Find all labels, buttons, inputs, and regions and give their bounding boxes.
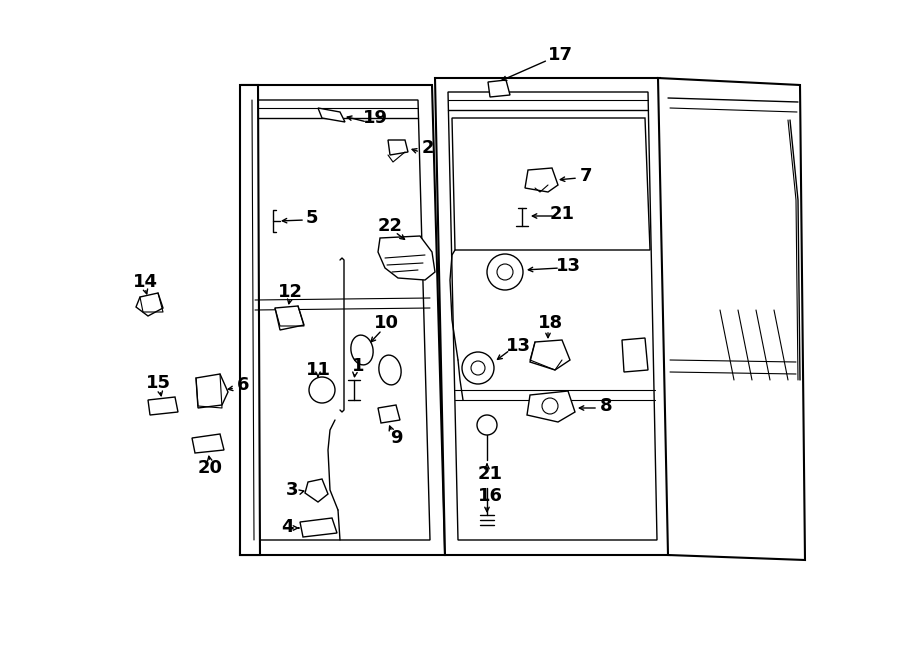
Text: 6: 6	[237, 376, 249, 394]
Text: 22: 22	[377, 217, 402, 235]
Text: 3: 3	[286, 481, 298, 499]
Polygon shape	[196, 374, 228, 408]
Text: 16: 16	[478, 487, 502, 505]
Polygon shape	[527, 391, 575, 422]
Text: 21: 21	[478, 465, 502, 483]
Text: 1: 1	[352, 357, 365, 375]
Polygon shape	[388, 140, 408, 155]
Polygon shape	[530, 340, 570, 370]
Polygon shape	[318, 108, 345, 122]
Circle shape	[542, 398, 558, 414]
Text: 5: 5	[306, 209, 319, 227]
Circle shape	[471, 361, 485, 375]
Text: 20: 20	[197, 459, 222, 477]
Text: 14: 14	[132, 273, 157, 291]
Ellipse shape	[379, 355, 401, 385]
Circle shape	[462, 352, 494, 384]
Polygon shape	[488, 80, 510, 97]
Text: 10: 10	[374, 314, 399, 332]
Text: 18: 18	[537, 314, 562, 332]
Text: 11: 11	[305, 361, 330, 379]
Polygon shape	[300, 518, 337, 537]
Text: 7: 7	[580, 167, 592, 185]
Polygon shape	[435, 78, 670, 555]
Text: 4: 4	[281, 518, 293, 536]
Polygon shape	[378, 405, 400, 423]
Text: 15: 15	[146, 374, 170, 392]
Circle shape	[497, 264, 513, 280]
Text: 17: 17	[547, 46, 572, 64]
Polygon shape	[305, 479, 328, 502]
Polygon shape	[136, 293, 163, 316]
Circle shape	[477, 415, 497, 435]
Text: 9: 9	[390, 429, 402, 447]
Polygon shape	[240, 85, 445, 555]
Polygon shape	[275, 306, 304, 330]
Text: 8: 8	[599, 397, 612, 415]
Text: 12: 12	[277, 283, 302, 301]
Polygon shape	[240, 85, 260, 555]
Polygon shape	[192, 434, 224, 453]
Text: 13: 13	[555, 257, 580, 275]
Text: 13: 13	[506, 337, 530, 355]
Circle shape	[487, 254, 523, 290]
Circle shape	[309, 377, 335, 403]
Polygon shape	[525, 168, 558, 192]
Ellipse shape	[351, 335, 374, 365]
Text: 21: 21	[550, 205, 574, 223]
Text: 19: 19	[363, 109, 388, 127]
Polygon shape	[148, 397, 178, 415]
Polygon shape	[658, 78, 805, 560]
Polygon shape	[378, 236, 435, 280]
Text: 2: 2	[422, 139, 434, 157]
